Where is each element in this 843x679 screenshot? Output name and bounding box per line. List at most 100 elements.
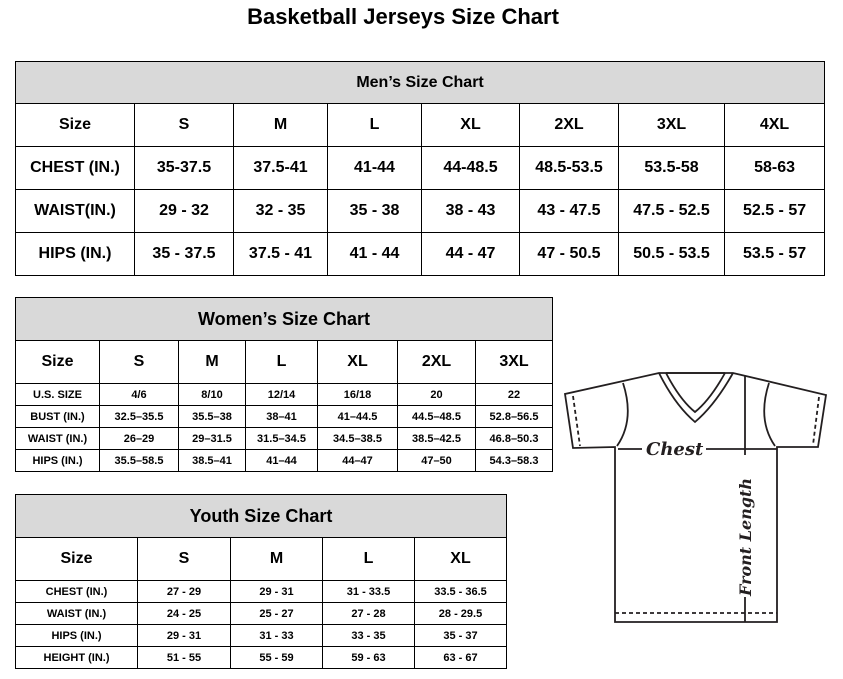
column-header: M — [233, 103, 328, 147]
header-row: Size S M L XL — [15, 537, 508, 581]
table-row: WAIST(IN.) 29 - 32 32 - 35 35 - 38 38 - 43 43… — [15, 189, 826, 233]
column-header: M — [230, 537, 323, 581]
youth-table-title: Youth Size Chart — [14, 494, 508, 538]
table-cell: 52.8–56.5 — [474, 405, 554, 428]
column-header: L — [327, 103, 422, 147]
table-cell: 59 - 63 — [322, 646, 415, 669]
chest-label: Chest — [646, 439, 704, 460]
table-cell: 24 - 25 — [137, 602, 231, 625]
row-label: HEIGHT (IN.) — [15, 646, 138, 669]
table-cell: 37.5 - 41 — [233, 232, 328, 276]
column-header: Size — [15, 537, 138, 581]
column-header: 3XL — [474, 340, 554, 384]
table-cell: 27 - 28 — [322, 602, 415, 625]
row-label: HIPS (IN.) — [15, 449, 100, 472]
table-cell: 12/14 — [245, 383, 318, 406]
women-size-table: Women’s Size Chart Size S M L XL 2XL 3XL U.S. SI… — [14, 297, 554, 472]
men-table-title: Men’s Size Chart — [14, 61, 826, 104]
row-label: HIPS (IN.) — [15, 232, 135, 276]
shirt-outline — [563, 372, 828, 623]
table-cell: 54.3–58.3 — [474, 449, 554, 472]
table-row: HIPS (IN.) 35 - 37.5 37.5 - 41 41 - 44 44 - … — [15, 232, 826, 276]
youth-size-table: Youth Size Chart Size S M L XL CHEST (IN.) 27 -… — [14, 494, 508, 669]
collar — [658, 372, 734, 424]
table-cell: 4/6 — [99, 383, 179, 406]
column-header: 3XL — [618, 103, 725, 147]
table-cell: 38.5–42.5 — [397, 427, 476, 450]
table-cell: 55 - 59 — [230, 646, 323, 669]
header-row: Size S M L XL 2XL 3XL 4XL — [15, 103, 826, 147]
table-row: HEIGHT (IN.) 51 - 55 55 - 59 59 - 63 63 - 67 — [15, 646, 508, 669]
column-header: S — [134, 103, 234, 147]
table-cell: 35.5–58.5 — [99, 449, 179, 472]
table-cell: 41–44.5 — [317, 405, 398, 428]
table-cell: 37.5-41 — [233, 146, 328, 190]
table-cell: 44-48.5 — [421, 146, 520, 190]
women-table-title: Women’s Size Chart — [14, 297, 554, 341]
row-label: CHEST (IN.) — [15, 146, 135, 190]
table-cell: 47.5 - 52.5 — [618, 189, 725, 233]
column-header: 4XL — [723, 103, 826, 147]
table-cell: 20 — [397, 383, 476, 406]
table-cell: 32.5–35.5 — [99, 405, 179, 428]
table-row: HIPS (IN.) 29 - 31 31 - 33 33 - 35 35 - 37 — [15, 624, 508, 647]
table-cell: 25 - 27 — [230, 602, 323, 625]
table-cell: 8/10 — [178, 383, 246, 406]
table-cell: 22 — [474, 383, 554, 406]
table-cell: 29 - 31 — [230, 580, 323, 603]
table-row: BUST (IN.) 32.5–35.5 35.5–38 38–41 41–44.5 44… — [15, 405, 554, 428]
table-cell: 31 - 33 — [230, 624, 323, 647]
table-cell: 34.5–38.5 — [317, 427, 398, 450]
table-cell: 41 - 44 — [327, 232, 422, 276]
table-cell: 41–44 — [245, 449, 318, 472]
table-cell: 48.5-53.5 — [519, 146, 619, 190]
table-row: CHEST (IN.) 27 - 29 29 - 31 31 - 33.5 33.5 -… — [15, 580, 508, 603]
column-header: XL — [317, 340, 398, 384]
table-cell: 28 - 29.5 — [413, 602, 508, 625]
column-header: XL — [421, 103, 520, 147]
table-cell: 29 - 31 — [137, 624, 231, 647]
row-label: WAIST (IN.) — [15, 427, 100, 450]
column-header: Size — [15, 340, 100, 384]
table-cell: 44 - 47 — [421, 232, 520, 276]
table-cell: 46.8–50.3 — [474, 427, 554, 450]
column-header: M — [178, 340, 246, 384]
table-cell: 41-44 — [327, 146, 422, 190]
table-cell: 44.5–48.5 — [397, 405, 476, 428]
table-cell: 31 - 33.5 — [322, 580, 415, 603]
table-row: WAIST (IN.) 24 - 25 25 - 27 27 - 28 28 - 29.… — [15, 602, 508, 625]
table-row: CHEST (IN.) 35-37.5 37.5-41 41-44 44-48.5 48.… — [15, 146, 826, 190]
men-size-table: Men’s Size Chart Size S M L XL 2XL 3XL 4XL CHEST … — [14, 61, 826, 276]
table-cell: 38 - 43 — [421, 189, 520, 233]
column-header: S — [99, 340, 179, 384]
column-header: Size — [15, 103, 135, 147]
column-header: S — [137, 537, 231, 581]
table-cell: 52.5 - 57 — [723, 189, 826, 233]
table-cell: 38–41 — [245, 405, 318, 428]
jersey-diagram: Chest Front Length — [563, 372, 828, 623]
table-cell: 44–47 — [317, 449, 398, 472]
table-cell: 53.5-58 — [618, 146, 725, 190]
table-cell: 53.5 - 57 — [723, 232, 826, 276]
table-cell: 35 - 37.5 — [134, 232, 234, 276]
column-header: 2XL — [519, 103, 619, 147]
table-row: HIPS (IN.) 35.5–58.5 38.5–41 41–44 44–47 47–5… — [15, 449, 554, 472]
table-cell: 26–29 — [99, 427, 179, 450]
header-row: Size S M L XL 2XL 3XL — [15, 340, 554, 384]
column-header: XL — [413, 537, 508, 581]
table-cell: 47 - 50.5 — [519, 232, 619, 276]
row-label: BUST (IN.) — [15, 405, 100, 428]
table-cell: 27 - 29 — [137, 580, 231, 603]
table-cell: 33.5 - 36.5 — [413, 580, 508, 603]
row-label: HIPS (IN.) — [15, 624, 138, 647]
table-cell: 33 - 35 — [322, 624, 415, 647]
row-label: WAIST (IN.) — [15, 602, 138, 625]
table-cell: 35-37.5 — [134, 146, 234, 190]
table-row: WAIST (IN.) 26–29 29–31.5 31.5–34.5 34.5–38.… — [15, 427, 554, 450]
column-header: 2XL — [397, 340, 476, 384]
table-cell: 29–31.5 — [178, 427, 246, 450]
table-cell: 35 - 38 — [327, 189, 422, 233]
table-cell: 31.5–34.5 — [245, 427, 318, 450]
table-row: U.S. SIZE 4/6 8/10 12/14 16/18 20 22 — [15, 383, 554, 406]
